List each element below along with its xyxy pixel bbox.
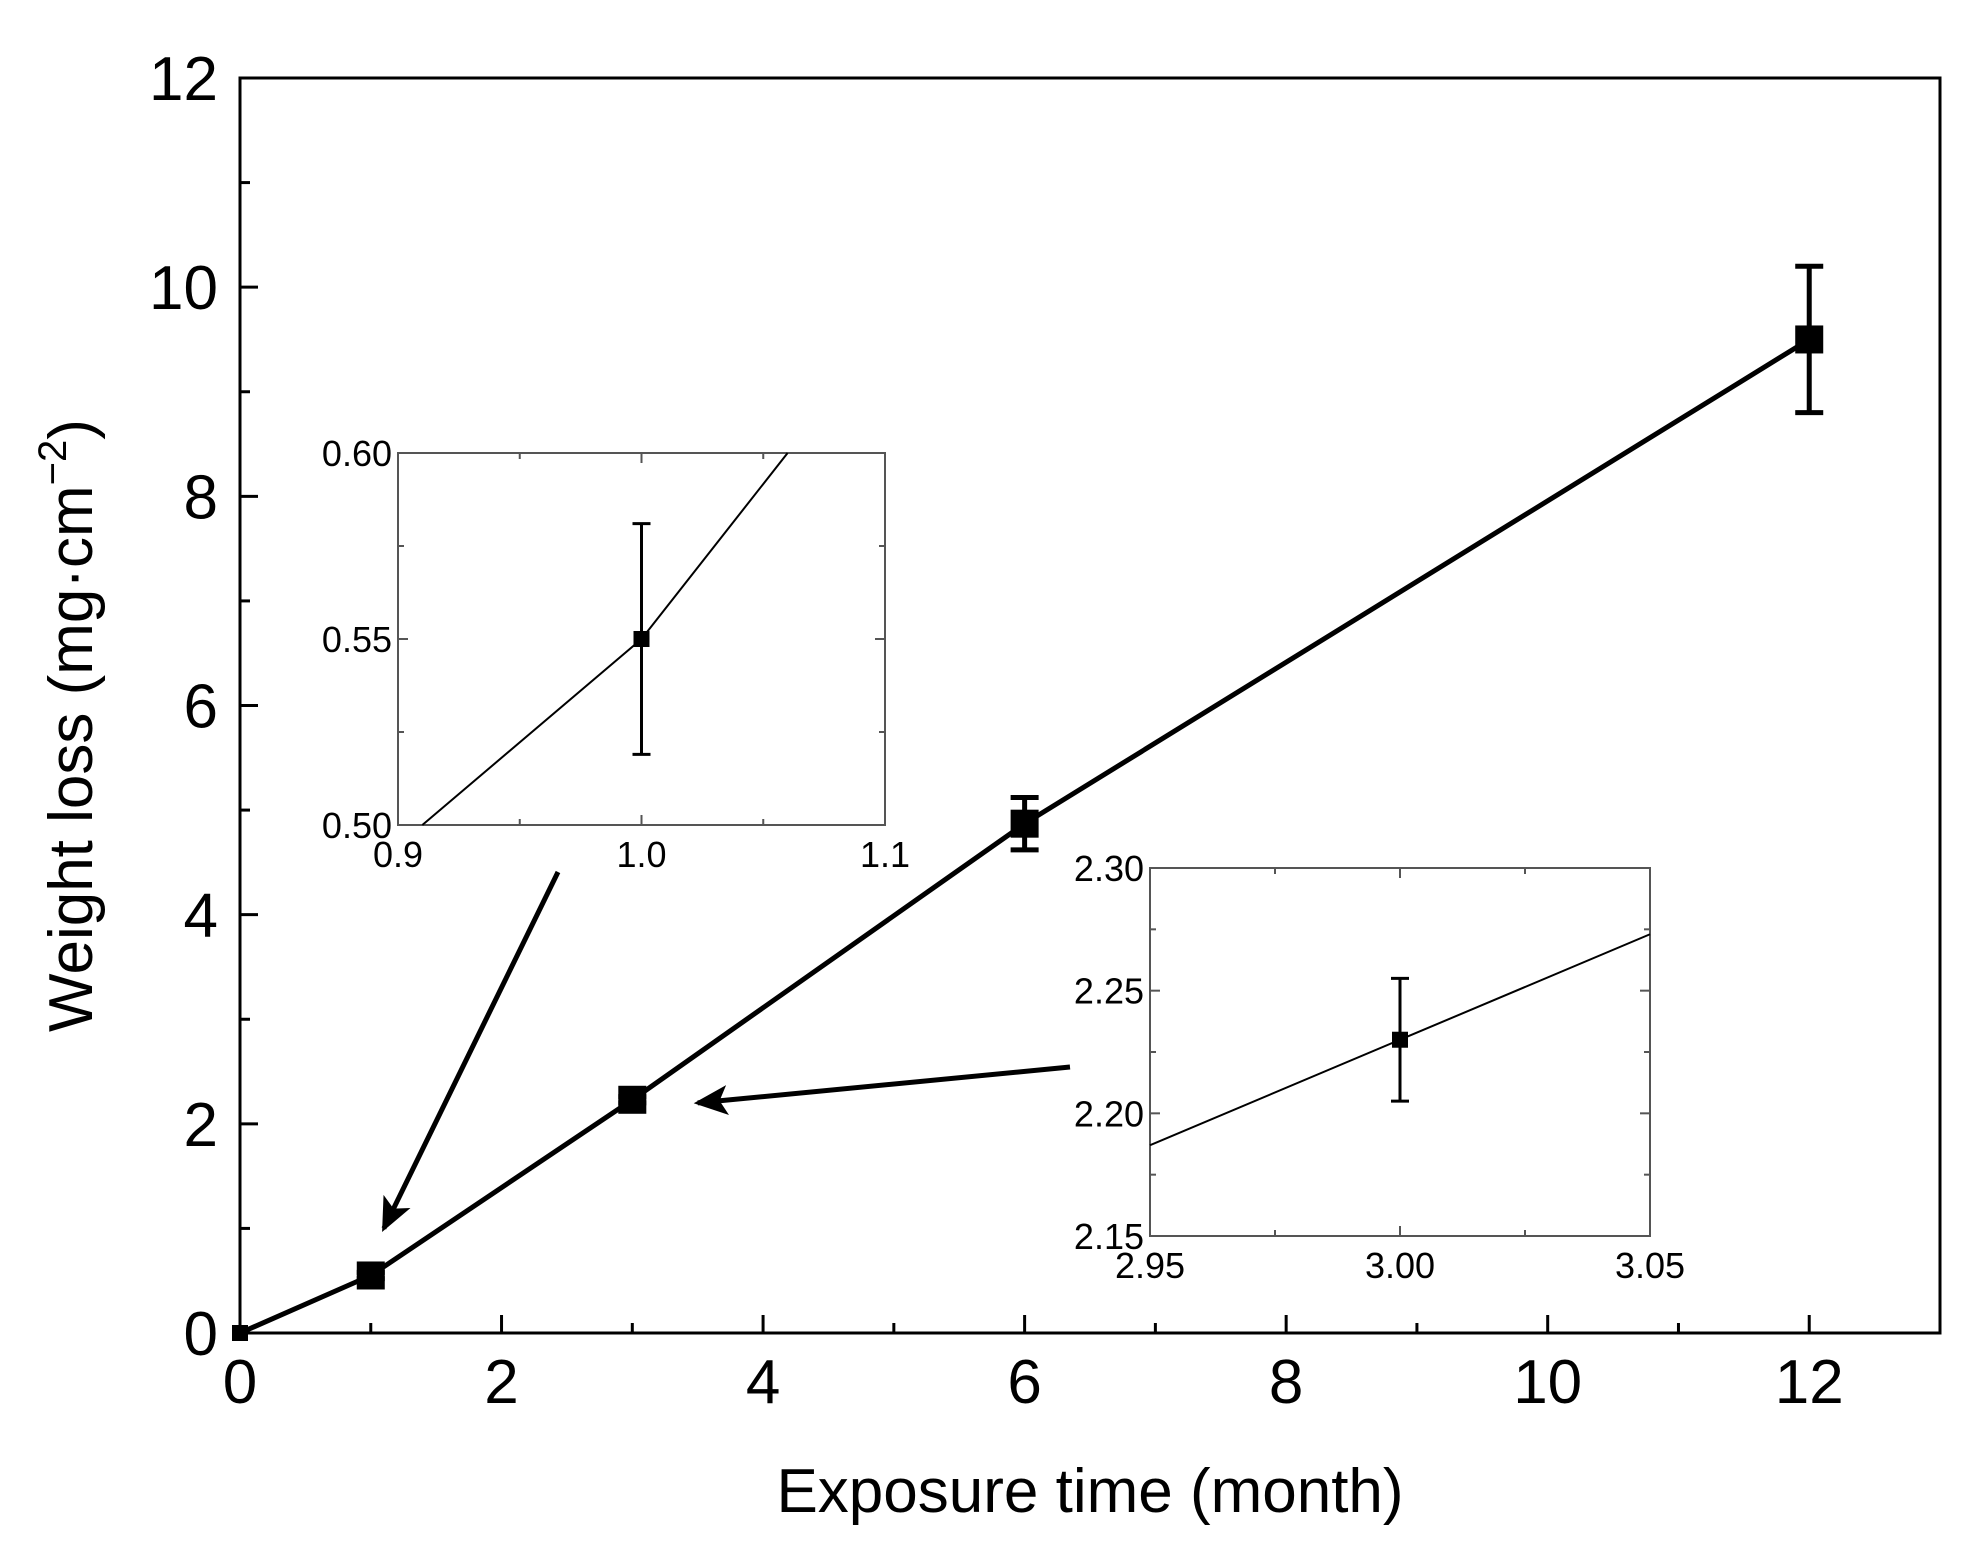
x-tick-label: 6 — [1007, 1348, 1041, 1417]
inset-x-tick-label: 3.05 — [1615, 1245, 1685, 1286]
data-point — [356, 1261, 385, 1290]
inset-y-tick-label: 2.25 — [1074, 971, 1144, 1012]
inset-x-tick-label: 3.00 — [1365, 1245, 1435, 1286]
inset-2-arrow — [693, 1064, 1071, 1115]
x-tick-label: 4 — [746, 1348, 780, 1417]
data-point — [1795, 325, 1824, 354]
y-tick-label: 10 — [149, 254, 218, 323]
y-axis-title-superscript: −2 — [31, 440, 75, 486]
x-tick-label: 8 — [1269, 1348, 1303, 1417]
y-tick-label: 6 — [184, 673, 218, 742]
inset-x-tick-label: 1.0 — [616, 834, 666, 875]
data-point — [1010, 809, 1039, 838]
inset-arrows — [381, 870, 1071, 1233]
main-plot: 0 2 4 6 8 10 12 0 2 4 6 8 10 12 — [149, 45, 1942, 1417]
x-axis-title: Exposure time (month) — [776, 1457, 1403, 1526]
y-tick-label: 4 — [184, 882, 218, 951]
data-point — [618, 1085, 647, 1114]
x-tick-label: 2 — [484, 1348, 518, 1417]
inset-x-tick-label: 0.9 — [373, 834, 423, 875]
inset-data-point — [633, 631, 650, 647]
x-tick-label: 10 — [1513, 1348, 1582, 1417]
data-point — [232, 1325, 248, 1341]
y-axis-title: Weight loss (mg·cm−2) — [31, 419, 106, 1032]
inset-y-tick-label: 2.15 — [1074, 1216, 1144, 1257]
x-tick-label: 0 — [223, 1348, 257, 1417]
inset-x-tick-label: 1.1 — [860, 834, 910, 875]
y-tick-label: 0 — [184, 1300, 218, 1369]
inset-y-tick-label: 2.20 — [1074, 1093, 1144, 1134]
inset-plot-2: 2.95 3.00 3.05 2.15 2.20 2.25 2.30 — [1074, 848, 1685, 1286]
y-tick-label: 12 — [149, 45, 218, 114]
inset-x-tick-label: 2.95 — [1115, 1245, 1185, 1286]
inset-1-arrow — [381, 870, 561, 1233]
y-tick-label: 8 — [184, 463, 218, 532]
inset-y-tick-label: 0.50 — [322, 805, 392, 846]
inset-data-point — [1392, 1031, 1408, 1048]
x-tick-label: 12 — [1775, 1348, 1844, 1417]
inset-plot-1: 0.9 1.0 1.1 0.50 0.55 0.60 — [322, 433, 910, 875]
y-tick-label: 2 — [184, 1091, 218, 1160]
y-axis-title-text: Weight loss (mg·cm — [37, 485, 106, 1032]
inset-y-tick-label: 0.60 — [322, 433, 392, 474]
inset-y-tick-label: 2.30 — [1074, 848, 1144, 889]
inset-y-tick-label: 0.55 — [322, 619, 392, 660]
y-axis-title-close: ) — [37, 419, 106, 440]
